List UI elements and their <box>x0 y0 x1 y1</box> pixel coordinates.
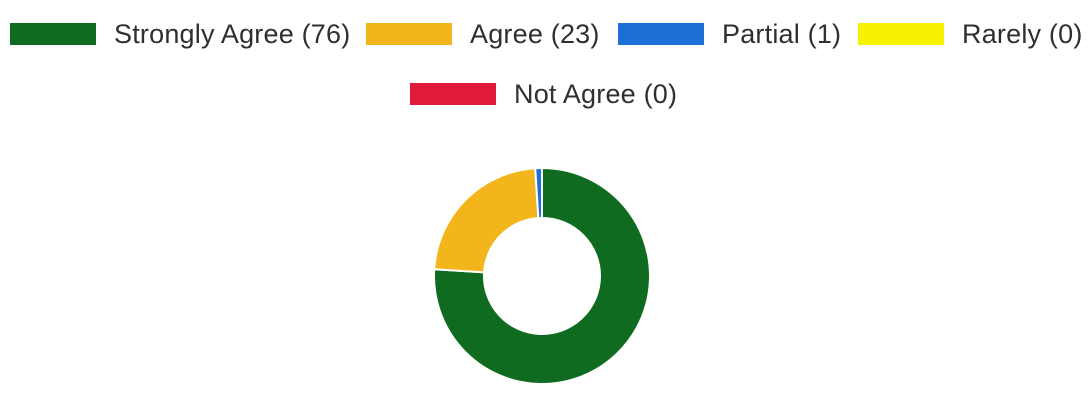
legend-row-2: Not Agree (0) <box>0 74 1090 114</box>
legend-item-partial[interactable]: Partial (1) <box>618 14 841 54</box>
slice-strongly-agree[interactable] <box>433 166 651 385</box>
legend-item-rarely[interactable]: Rarely (0) <box>858 14 1083 54</box>
legend-label-not-agree: Not Agree (0) <box>514 78 678 109</box>
legend-swatch-partial <box>618 23 704 45</box>
legend-swatch-not-agree <box>410 83 496 105</box>
legend-item-strongly-agree[interactable]: Strongly Agree (76) <box>10 14 350 54</box>
legend-item-agree[interactable]: Agree (23) <box>366 14 600 54</box>
slice-agree[interactable] <box>433 167 540 274</box>
legend-item-not-agree[interactable]: Not Agree (0) <box>410 74 677 114</box>
legend-row-1: Strongly Agree (76) Agree (23) Partial (… <box>0 14 1090 54</box>
legend-label-strongly-agree: Strongly Agree (76) <box>114 18 351 49</box>
legend-label-agree: Agree (23) <box>470 18 600 49</box>
legend-swatch-rarely <box>858 23 944 45</box>
legend-swatch-strongly-agree <box>10 23 96 45</box>
slice-partial[interactable] <box>534 166 543 220</box>
legend-swatch-agree <box>366 23 452 45</box>
legend-label-partial: Partial (1) <box>722 18 842 49</box>
legend-label-rarely: Rarely (0) <box>962 18 1083 49</box>
